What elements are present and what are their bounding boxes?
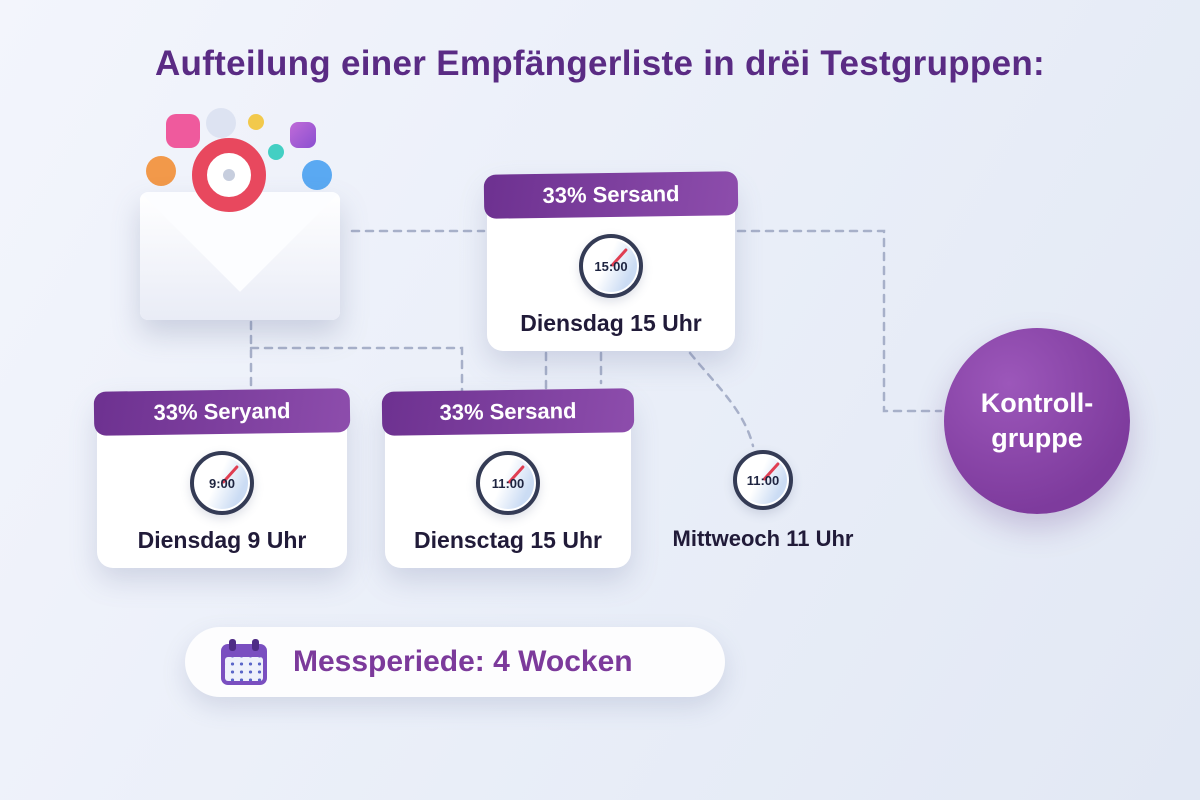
notification-dot-icon [248, 114, 264, 130]
connector-path [249, 346, 464, 393]
card-header-badge: 33% Sersand [381, 388, 635, 436]
clock-icon: 11:00 [476, 451, 540, 515]
page-title: Aufteilung einer Empfängerliste in drëi … [154, 44, 1046, 83]
target-ring-icon [192, 138, 266, 212]
clock-time: 11:00 [491, 475, 525, 491]
control-group-badge: Kontroll- gruppe [944, 328, 1130, 514]
test-group-card-2: 33% Seryand 9:00 Diensdag 9 Uhr [93, 388, 351, 568]
clock-icon: 15:00 [579, 234, 643, 298]
app-tile-icon [290, 122, 316, 148]
measurement-period-pill: Messperiede: 4 Wocken [185, 627, 725, 697]
card-header-badge: 33% Seryand [93, 388, 351, 436]
calendar-tab [229, 639, 236, 651]
test-group-card-3: 33% Sersand 11:00 Diensctag 15 Uhr [381, 388, 635, 568]
calendar-tab [252, 639, 259, 651]
envelope-icon [140, 108, 348, 320]
control-group-label-line2: gruppe [991, 423, 1083, 453]
calendar-icon [221, 639, 267, 685]
connector-path [736, 229, 943, 413]
card-header-badge: 33% Sersand [483, 171, 739, 219]
send-time-label: Diensctag 15 Uhr [414, 527, 602, 553]
notification-dot-icon [146, 156, 176, 186]
notification-dot-icon [268, 144, 284, 160]
clock-time: 11:00 [746, 472, 780, 488]
calendar-grid [225, 657, 263, 681]
send-time-label: Diensdag 9 Uhr [137, 527, 307, 553]
ring-center-dot [223, 169, 235, 181]
control-group-label-line1: Kontroll- [980, 387, 1094, 418]
notification-dot-icon [302, 160, 332, 190]
clock-time: 9:00 [208, 475, 236, 491]
chat-bubble-icon [166, 114, 200, 148]
test-group-card-1: 33% Sersand 15:00 Diensdag 15 Uhr [483, 171, 739, 351]
send-time-label: Diensdag 15 Uhr [520, 310, 702, 336]
measurement-period-label: Messperiede: 4 Wocken [293, 645, 633, 678]
send-time-label: Mittweoch 11 Uhr [672, 526, 854, 551]
clock-icon: 9:00 [190, 451, 254, 515]
standalone-clock-group: 11:00 Mittweoch 11 Uhr [670, 450, 856, 552]
clock-time: 15:00 [594, 258, 628, 274]
clock-icon: 11:00 [733, 450, 793, 510]
chat-bubble-icon [206, 108, 236, 138]
connector-path [688, 351, 755, 448]
